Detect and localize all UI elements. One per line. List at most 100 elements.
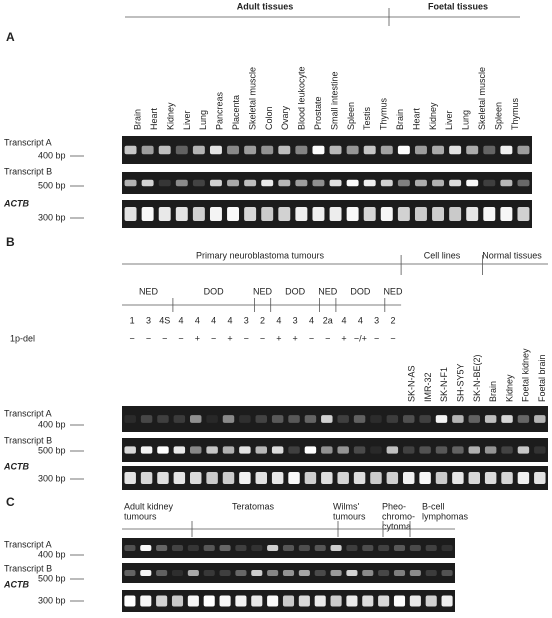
- deletion-value: −: [244, 333, 249, 343]
- row-label: Transcript B: [4, 563, 52, 573]
- lane-label: Skeletal muscle: [247, 67, 257, 130]
- band: [173, 415, 186, 423]
- band: [346, 545, 358, 551]
- row-label: Transcript B: [4, 166, 52, 176]
- row-label: ACTB: [3, 579, 29, 589]
- band: [192, 179, 205, 187]
- band: [255, 446, 268, 454]
- band: [141, 179, 154, 187]
- band: [419, 472, 431, 484]
- group-label: Adult kidney: [124, 501, 174, 511]
- lane-label: Colon: [264, 106, 274, 130]
- band: [409, 570, 421, 576]
- gel: [122, 406, 548, 432]
- band: [500, 179, 513, 187]
- band: [304, 415, 317, 423]
- band: [449, 145, 462, 155]
- lane-label: Small intestine: [329, 71, 339, 130]
- band: [435, 446, 448, 454]
- band: [363, 207, 376, 221]
- band: [206, 415, 218, 423]
- lane-label: Thymus: [510, 97, 520, 130]
- band: [500, 145, 513, 155]
- band: [189, 446, 202, 454]
- band: [239, 472, 251, 484]
- size-label: 500 bp: [38, 445, 66, 455]
- band: [175, 145, 188, 155]
- band: [337, 415, 349, 423]
- band: [330, 545, 342, 551]
- band: [402, 415, 415, 423]
- panel-label: B: [6, 235, 15, 249]
- stage-label: 4S: [159, 315, 170, 325]
- band: [140, 570, 152, 576]
- band: [295, 207, 308, 221]
- band: [466, 145, 479, 155]
- lane-label: Foetal kidney: [521, 348, 531, 402]
- band: [414, 179, 427, 187]
- band: [206, 472, 218, 484]
- band: [329, 145, 342, 155]
- band: [425, 545, 437, 551]
- size-label: 500 bp: [38, 573, 66, 583]
- band: [219, 545, 231, 551]
- band: [378, 545, 390, 551]
- stage-label: 3: [293, 315, 298, 325]
- deletion-value: +: [276, 333, 281, 343]
- band: [346, 207, 359, 221]
- band: [158, 207, 171, 221]
- band: [124, 145, 137, 155]
- band: [346, 595, 358, 607]
- band: [312, 179, 325, 187]
- band: [173, 446, 186, 454]
- row-label: Transcript A: [4, 539, 52, 549]
- band: [267, 545, 279, 551]
- band: [227, 179, 240, 187]
- size-label: 500 bp: [38, 180, 66, 190]
- band: [235, 595, 247, 607]
- band: [282, 545, 295, 551]
- band: [140, 472, 153, 484]
- band: [175, 179, 188, 187]
- band: [189, 415, 202, 423]
- band: [219, 570, 231, 576]
- outcome-label: DOD: [350, 286, 371, 296]
- band: [483, 207, 496, 221]
- size-label: 400 bp: [38, 419, 66, 429]
- band: [432, 207, 445, 221]
- gel: [122, 136, 532, 164]
- band: [353, 472, 366, 484]
- deletion-value: −/+: [354, 333, 367, 343]
- lane-label: Ovary: [280, 105, 290, 130]
- stage-label: 2: [390, 315, 395, 325]
- band: [314, 570, 326, 576]
- band: [298, 545, 310, 551]
- band: [157, 472, 169, 484]
- band: [271, 472, 284, 484]
- band: [363, 179, 376, 187]
- band: [393, 570, 406, 576]
- band: [386, 446, 399, 454]
- lane-label: Foetal brain: [537, 354, 547, 402]
- band: [239, 415, 251, 423]
- group-label: Primary neuroblastoma tumours: [196, 250, 325, 260]
- group-label: Foetal tissues: [428, 1, 488, 11]
- band: [312, 145, 325, 155]
- stage-label: 4: [179, 315, 184, 325]
- group-label: chromo-: [382, 511, 415, 521]
- band: [346, 145, 359, 155]
- band: [156, 545, 168, 551]
- band: [419, 415, 431, 423]
- band: [298, 570, 310, 576]
- band: [278, 145, 291, 155]
- band: [370, 446, 382, 454]
- band: [171, 545, 184, 551]
- band: [466, 207, 479, 221]
- band: [187, 545, 199, 551]
- band: [397, 145, 410, 155]
- band: [441, 545, 453, 551]
- band: [321, 446, 333, 454]
- band: [432, 179, 445, 187]
- band: [124, 446, 136, 454]
- band: [141, 207, 154, 221]
